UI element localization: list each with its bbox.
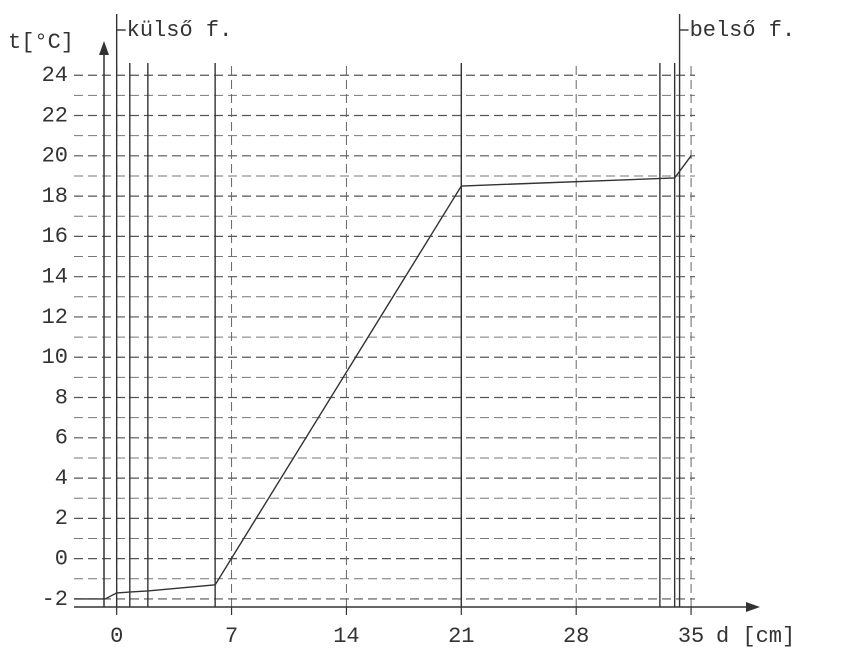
y-tick-label: -2 <box>42 587 68 612</box>
y-tick-label: 12 <box>42 305 68 330</box>
y-axis-arrow <box>99 41 109 55</box>
annotation-text: belső f. <box>690 18 796 43</box>
x-tick-label: 21 <box>448 624 474 649</box>
y-tick-label: 8 <box>55 385 68 410</box>
x-axis-label: d [cm] <box>716 624 795 649</box>
y-tick-label: 14 <box>42 264 68 289</box>
x-tick-label: 0 <box>110 624 123 649</box>
y-tick-label: 18 <box>42 184 68 209</box>
x-tick-label: 7 <box>225 624 238 649</box>
y-tick-label: 16 <box>42 224 68 249</box>
x-axis-arrow <box>746 602 760 612</box>
x-tick-label: 14 <box>333 624 359 649</box>
x-tick-label: 28 <box>563 624 589 649</box>
x-tick-label: 35 <box>678 624 704 649</box>
y-tick-label: 4 <box>55 466 68 491</box>
y-axis-label: t[°C] <box>8 30 74 55</box>
annotation-text: külső f. <box>127 18 233 43</box>
y-tick-label: 20 <box>42 144 68 169</box>
y-tick-label: 6 <box>55 426 68 451</box>
y-tick-label: 0 <box>55 546 68 571</box>
y-tick-label: 24 <box>42 63 68 88</box>
temperature-line <box>74 155 692 600</box>
y-tick-label: 10 <box>42 345 68 370</box>
y-tick-label: 2 <box>55 506 68 531</box>
y-tick-label: 22 <box>42 103 68 128</box>
